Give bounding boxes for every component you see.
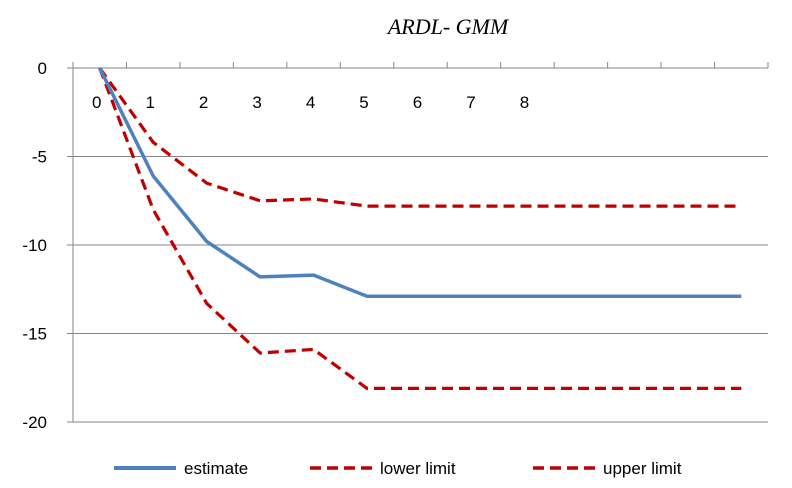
x-tick-label: 7: [466, 93, 475, 112]
legend-label: estimate: [184, 459, 248, 478]
x-tick-label: 6: [413, 93, 422, 112]
series-line-upper-limit: [98, 67, 742, 390]
y-tick-label: 0: [38, 59, 47, 78]
x-tick-label: 8: [520, 93, 529, 112]
axes: 0 -5 -10 -15 -20 0 1 2 3 4 5 6 7 8: [22, 59, 769, 432]
series-line-lower-limit: [98, 67, 742, 208]
x-tick-label: 2: [199, 93, 208, 112]
y-tick-label: -5: [32, 148, 47, 167]
x-tick-label: 5: [359, 93, 368, 112]
legend-label: upper limit: [603, 459, 682, 478]
series-line-estimate: [98, 67, 742, 299]
x-tick-label: 1: [145, 93, 154, 112]
chart-title: ARDL- GMM: [386, 14, 510, 39]
x-tick-label: 4: [306, 93, 315, 112]
y-tick-label: -20: [22, 413, 47, 432]
x-tick-label: 3: [252, 93, 261, 112]
y-tick-label: -15: [22, 325, 47, 344]
x-tick-label: 0: [92, 93, 101, 112]
legend-label: lower limit: [380, 459, 456, 478]
legend: estimate lower limit upper limit: [114, 459, 682, 478]
y-tick-label: -10: [22, 236, 47, 255]
gridlines: [73, 156, 768, 423]
series-lines: [98, 67, 742, 390]
